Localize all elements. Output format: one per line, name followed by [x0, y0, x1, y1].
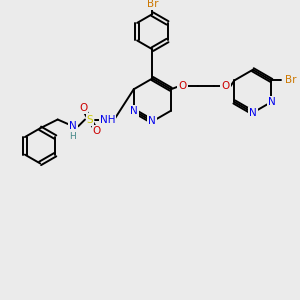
Text: O: O [178, 81, 187, 91]
Text: N: N [249, 108, 257, 118]
Text: N: N [148, 116, 156, 127]
Text: Br: Br [147, 0, 158, 9]
Text: O: O [93, 126, 101, 136]
Text: N: N [130, 106, 138, 116]
Text: O: O [221, 81, 230, 91]
Text: H: H [69, 132, 76, 141]
Text: N: N [268, 97, 275, 107]
Text: NH: NH [100, 115, 115, 124]
Text: N: N [69, 121, 77, 131]
Text: S: S [87, 115, 93, 124]
Text: O: O [79, 103, 87, 113]
Text: Br: Br [285, 76, 297, 85]
